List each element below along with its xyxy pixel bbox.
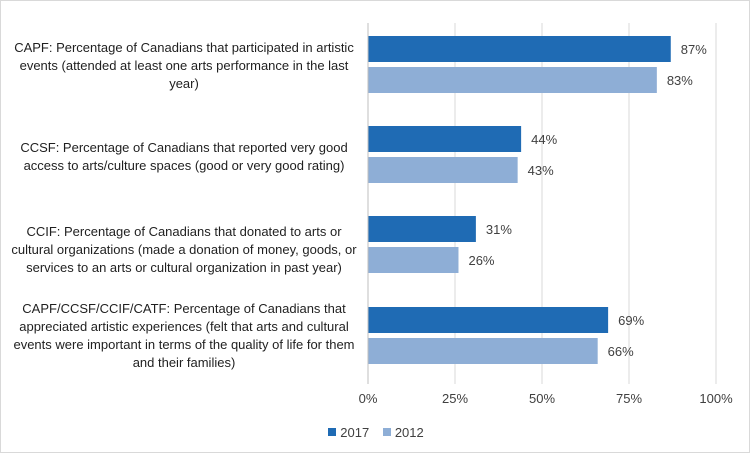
data-label-ccif-2017: 31% bbox=[486, 222, 512, 237]
bar-appreciated-2012 bbox=[368, 338, 598, 364]
legend-item-2012: 2012 bbox=[382, 425, 424, 440]
bar-ccif-2017 bbox=[368, 216, 476, 242]
legend-label-2017: 2017 bbox=[340, 425, 370, 440]
data-label-capf-2017: 87% bbox=[681, 42, 707, 57]
legend-swatch-2017 bbox=[328, 428, 337, 436]
category-label-ccsf: CCSF: Percentage of Canadians that repor… bbox=[20, 140, 348, 173]
data-label-ccsf-2017: 44% bbox=[531, 132, 557, 147]
x-tick-label: 75% bbox=[615, 391, 643, 406]
legend-swatch-2012 bbox=[382, 428, 391, 436]
bar-appreciated-2017 bbox=[368, 307, 609, 333]
bar-capf-2012 bbox=[368, 67, 657, 93]
x-tick-label: 50% bbox=[528, 391, 556, 406]
x-tick-label: 100% bbox=[699, 391, 733, 406]
bar-ccsf-2012 bbox=[368, 157, 518, 183]
data-label-appreciated-2012: 66% bbox=[608, 344, 634, 359]
x-tick-label: 25% bbox=[441, 391, 469, 406]
chart-plot: 87% 83% 44% 43% 31% 26% 69% 66% bbox=[367, 23, 717, 384]
data-label-ccsf-2012: 43% bbox=[528, 163, 554, 178]
category-label-ccif: CCIF: Percentage of Canadians that donat… bbox=[11, 224, 357, 275]
category-label-appreciated: CAPF/CCSF/CCIF/CATF: Percentage of Canad… bbox=[13, 301, 355, 370]
legend-label-2012: 2012 bbox=[394, 425, 424, 440]
chart-legend: 2017 2012 bbox=[1, 425, 750, 440]
legend-item-2017: 2017 bbox=[328, 425, 369, 440]
data-label-capf-2012: 83% bbox=[667, 73, 693, 88]
bar-capf-2017 bbox=[368, 36, 671, 62]
bar-ccsf-2017 bbox=[368, 126, 522, 152]
bar-ccif-2012 bbox=[368, 247, 459, 273]
x-tick-label: 0% bbox=[358, 391, 378, 406]
data-label-appreciated-2017: 69% bbox=[618, 313, 644, 328]
category-label-capf: CAPF: Percentage of Canadians that parti… bbox=[14, 40, 354, 91]
data-label-ccif-2012: 26% bbox=[468, 253, 494, 268]
